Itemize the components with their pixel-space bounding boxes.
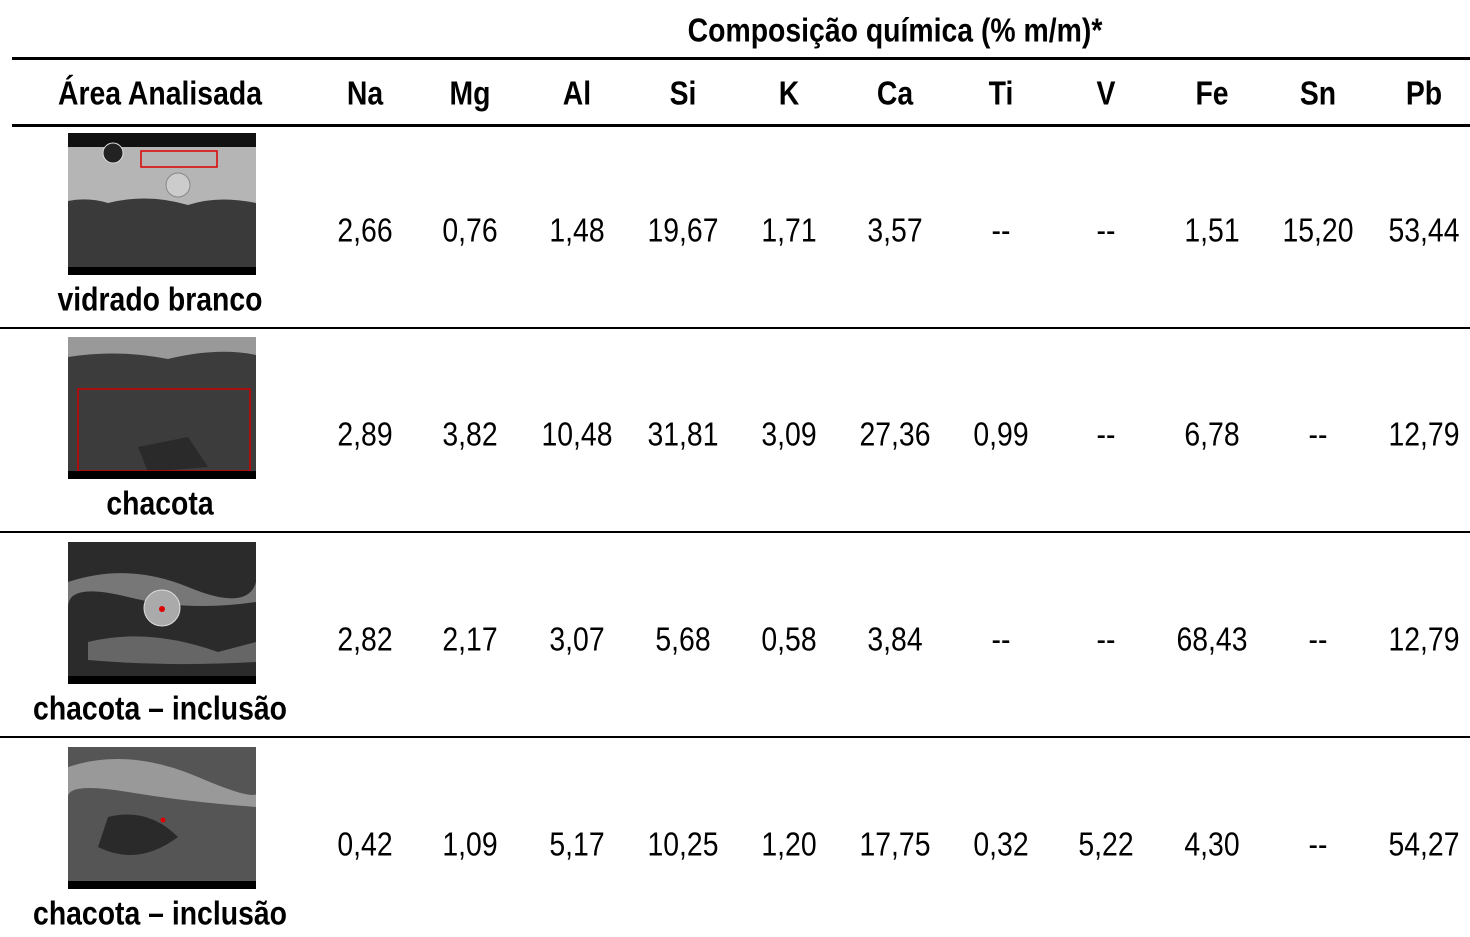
micrograph bbox=[68, 133, 256, 275]
cell-value: 19,67 bbox=[647, 211, 719, 249]
cell-value: -- bbox=[1096, 415, 1116, 453]
cell-value: 12,79 bbox=[1388, 415, 1460, 453]
cell-value: 5,68 bbox=[655, 620, 711, 658]
area-label: chacota – inclusão bbox=[33, 689, 287, 727]
cell-value: -- bbox=[1308, 825, 1328, 863]
cell-value: 12,79 bbox=[1388, 620, 1460, 658]
column-header: K bbox=[778, 74, 800, 112]
area-label: chacota bbox=[106, 484, 214, 522]
cell-value: 4,30 bbox=[1184, 825, 1240, 863]
column-header: Al bbox=[562, 74, 592, 112]
area-label: chacota – inclusão bbox=[33, 894, 287, 932]
column-header: V bbox=[1096, 74, 1116, 112]
cell-value: 1,09 bbox=[442, 825, 498, 863]
cell-value: 0,58 bbox=[761, 620, 817, 658]
cell-value: -- bbox=[1096, 211, 1116, 249]
cell-value: 5,22 bbox=[1078, 825, 1134, 863]
row-rule bbox=[0, 736, 1470, 738]
area-header: Área Analisada bbox=[57, 74, 263, 112]
rule bbox=[12, 124, 1470, 127]
cell-value: 10,48 bbox=[541, 415, 613, 453]
cell-value: -- bbox=[991, 620, 1011, 658]
cell-value: 68,43 bbox=[1176, 620, 1248, 658]
column-header: Fe bbox=[1195, 74, 1229, 112]
group-title: Composição química (% m/m)* bbox=[687, 11, 1103, 49]
column-header: Si bbox=[669, 74, 697, 112]
cell-value: 0,76 bbox=[442, 211, 498, 249]
cell-value: 2,17 bbox=[442, 620, 498, 658]
cell-value: 0,42 bbox=[337, 825, 393, 863]
cell-value: 0,99 bbox=[973, 415, 1029, 453]
rule bbox=[12, 57, 1470, 60]
micrograph bbox=[68, 747, 256, 889]
cell-value: -- bbox=[1308, 620, 1328, 658]
column-header: Na bbox=[346, 74, 384, 112]
column-header: Ti bbox=[988, 74, 1014, 112]
cell-value: -- bbox=[1308, 415, 1328, 453]
row-rule bbox=[0, 531, 1470, 533]
row-rule bbox=[0, 327, 1470, 329]
cell-value: 31,81 bbox=[647, 415, 719, 453]
micrograph bbox=[68, 542, 256, 684]
cell-value: 17,75 bbox=[859, 825, 931, 863]
cell-value: 1,20 bbox=[761, 825, 817, 863]
cell-value: 54,27 bbox=[1388, 825, 1460, 863]
cell-value: -- bbox=[1096, 620, 1116, 658]
area-label: vidrado branco bbox=[57, 280, 263, 318]
cell-value: 3,09 bbox=[761, 415, 817, 453]
cell-value: 3,84 bbox=[867, 620, 923, 658]
cell-value: 1,51 bbox=[1184, 211, 1240, 249]
cell-value: 3,57 bbox=[867, 211, 923, 249]
cell-value: -- bbox=[991, 211, 1011, 249]
cell-value: 2,89 bbox=[337, 415, 393, 453]
cell-value: 5,17 bbox=[549, 825, 605, 863]
cell-value: 3,07 bbox=[549, 620, 605, 658]
cell-value: 3,82 bbox=[442, 415, 498, 453]
cell-value: 53,44 bbox=[1388, 211, 1460, 249]
cell-value: 6,78 bbox=[1184, 415, 1240, 453]
column-header: Sn bbox=[1299, 74, 1337, 112]
column-header: Pb bbox=[1405, 74, 1443, 112]
micrograph bbox=[68, 337, 256, 479]
cell-value: 10,25 bbox=[647, 825, 719, 863]
cell-value: 27,36 bbox=[859, 415, 931, 453]
cell-value: 2,82 bbox=[337, 620, 393, 658]
column-header: Mg bbox=[449, 74, 491, 112]
cell-value: 1,48 bbox=[549, 211, 605, 249]
cell-value: 15,20 bbox=[1282, 211, 1354, 249]
cell-value: 1,71 bbox=[761, 211, 817, 249]
cell-value: 2,66 bbox=[337, 211, 393, 249]
cell-value: 0,32 bbox=[973, 825, 1029, 863]
column-header: Ca bbox=[876, 74, 914, 112]
